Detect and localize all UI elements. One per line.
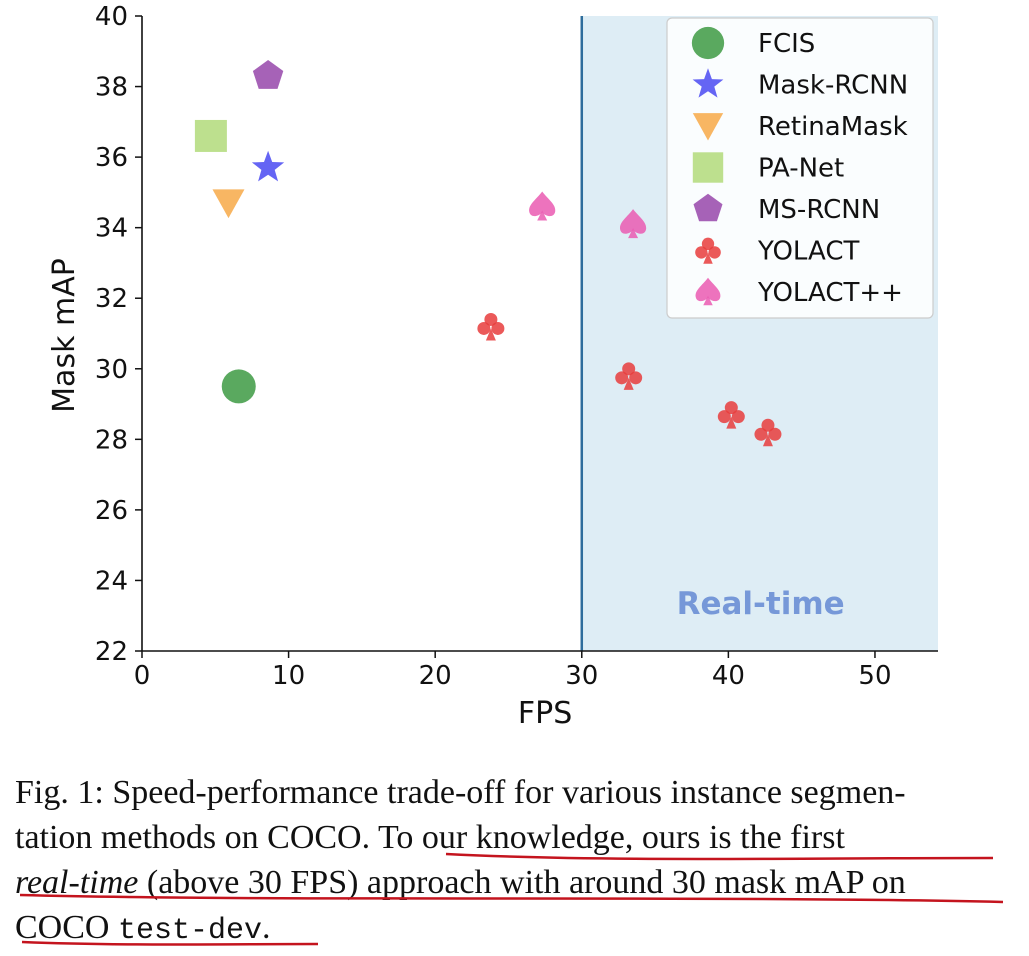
legend-label-ms-rcnn: MS-RCNN	[758, 195, 880, 225]
club-lobe	[708, 246, 721, 259]
spade-stem	[703, 295, 713, 306]
point-yolact	[529, 191, 556, 221]
point-ms-rcnn	[252, 60, 284, 89]
legend-label-yolact: YOLACT++	[757, 278, 903, 308]
club-lobe	[622, 362, 636, 376]
spade-stem	[628, 228, 639, 239]
y-tick-label: 34	[95, 214, 128, 244]
caption-mono: test-dev	[117, 914, 262, 948]
legend-marker-fcis	[691, 26, 725, 60]
club-lobe	[717, 410, 731, 424]
caption-text-4: (above 30 FPS) approach with around 30 m…	[138, 864, 906, 901]
caption-line-3: real-time (above 30 FPS) approach with a…	[15, 860, 1000, 905]
point-mask-rcnn	[251, 150, 285, 182]
club-stem	[623, 377, 634, 390]
data-marks	[194, 60, 782, 447]
legend-label-yolact: YOLACT	[757, 237, 859, 267]
y-tick-label: 22	[95, 637, 128, 667]
y-tick-label: 30	[95, 355, 128, 385]
legend-marker-retinamask	[692, 113, 724, 141]
legend-marker-yolact	[695, 237, 721, 264]
spade-body	[529, 191, 556, 217]
legend-label-mask-rcnn: Mask-RCNN	[758, 71, 908, 101]
club-lobe	[695, 246, 708, 259]
club-lobe	[629, 371, 643, 385]
spade-stem	[537, 210, 548, 221]
caption-prefix: Fig. 1:	[15, 774, 104, 811]
club-lobe	[724, 401, 738, 415]
caption-line-4: COCO test-dev.	[15, 905, 1000, 954]
spade-body	[620, 209, 647, 234]
realtime-label: Real-time	[677, 586, 845, 622]
y-axis-label: Mask mAP	[47, 258, 82, 413]
legend-label-pa-net: PA-Net	[758, 154, 844, 184]
club-lobe	[754, 427, 768, 441]
point-yolact	[615, 362, 643, 390]
club-lobe	[701, 237, 715, 251]
club-stem	[485, 328, 496, 341]
club-lobe	[768, 427, 782, 441]
legend: FCIS Mask-RCNN RetinaMask PA-Net MS-RCNN YOLA…	[666, 17, 934, 319]
caption-text-5: COCO	[15, 909, 118, 946]
legend-marker-mask-rcnn	[692, 68, 724, 98]
point-pa-net	[194, 119, 227, 152]
club-lobe	[477, 321, 491, 335]
club-lobe	[491, 321, 505, 335]
club-lobe	[615, 371, 629, 385]
club-stem	[726, 416, 737, 429]
spade-body	[695, 277, 721, 302]
point-yolact	[717, 401, 745, 429]
club-lobe	[761, 418, 775, 432]
y-tick-label: 38	[95, 73, 128, 103]
y-tick-label: 36	[95, 143, 128, 173]
point-yolact	[477, 312, 505, 341]
caption-line-1: Fig. 1: Speed-performance trade-off for …	[15, 770, 1000, 815]
legend-label-fcis: FCIS	[758, 29, 815, 59]
legend-label-retinamask: RetinaMask	[758, 112, 908, 142]
caption-text-3: To our knowledge, ours is the first	[378, 819, 845, 856]
point-retinamask	[212, 189, 245, 219]
caption-text-6: .	[262, 909, 271, 946]
point-fcis	[221, 369, 256, 404]
y-tick-label: 28	[95, 425, 128, 455]
x-tick-label: 20	[419, 661, 452, 691]
caption-line-2: tation methods on COCO. To our knowledge…	[15, 815, 1000, 860]
y-tick-label: 40	[95, 2, 128, 32]
caption-italic: real-time	[15, 864, 139, 901]
x-tick-label: 10	[272, 661, 305, 691]
legend-box	[666, 17, 934, 319]
point-yolact	[754, 418, 782, 447]
club-stem	[703, 252, 713, 264]
y-tick-label: 32	[95, 284, 128, 314]
y-tick-label: 26	[95, 496, 128, 526]
scatter-chart: Real-time 0 10 20 30 40 50 22 24 26 28 30 32 34 36 38 4…	[47, 2, 938, 731]
x-tick-label: 50	[858, 661, 891, 691]
x-axis-label: FPS	[518, 696, 572, 731]
caption-text-2: tation methods on COCO.	[15, 819, 378, 856]
club-lobe	[484, 312, 498, 326]
legend-marker-ms-rcnn	[693, 193, 723, 222]
x-tick-label: 0	[134, 661, 151, 691]
club-lobe	[731, 410, 745, 424]
caption-text-1: Speed-performance trade-off for various …	[103, 774, 906, 811]
legend-marker-yolact	[695, 277, 721, 306]
y-tick-label: 24	[95, 566, 128, 596]
x-tick-label: 30	[565, 661, 598, 691]
figure-caption: Fig. 1: Speed-performance trade-off for …	[15, 770, 1000, 954]
axes: 0 10 20 30 40 50 22 24 26 28 30 32 34 36 38 40 FPS Mask m…	[47, 2, 938, 731]
club-stem	[762, 434, 773, 447]
point-yolact	[620, 209, 647, 239]
legend-marker-pa-net	[692, 152, 724, 183]
x-tick-label: 40	[712, 661, 745, 691]
